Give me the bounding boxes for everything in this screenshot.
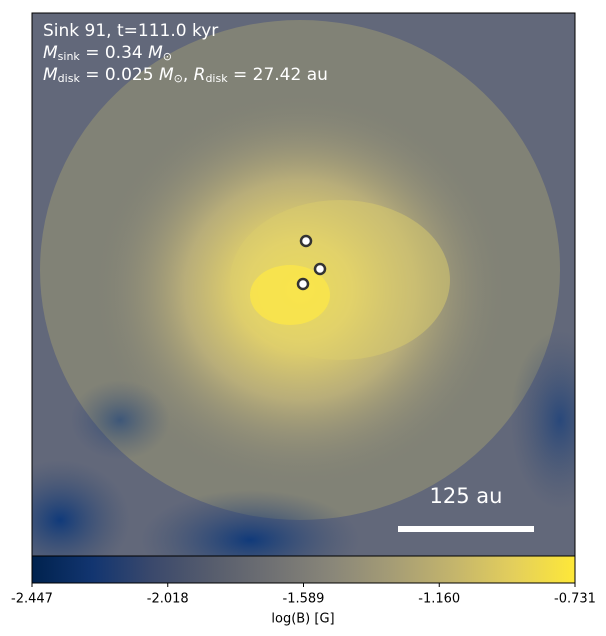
colorbar-label: log(B) [G] [271,612,334,627]
annotation-segment: = 0.025 [80,65,159,85]
annotation-segment: ⊙ [163,50,172,63]
annotation-segment: disk [205,72,228,85]
annotation-segment: disk [58,72,81,85]
annotation-segment: M [43,65,58,85]
colorbar-tick-label: -1.589 [283,592,325,607]
annotation-segment: sink [58,50,81,63]
colorbar-tick-label: -2.018 [147,592,189,607]
annotation-segment: R [194,65,206,85]
annotation-segment: M [43,43,58,63]
annotation-segment: M [148,43,163,63]
sink-marker [313,262,327,276]
annotation-segment: ⊙ [174,72,183,85]
annotation: Sink 91, t=111.0 kyr Msink = 0.34 M⊙ Mdisk… [43,21,328,85]
scale-bar-label: 125 au [430,484,503,508]
sink-marker [299,234,313,248]
sink-marker [296,277,310,291]
annotation-segment: = 0.34 [80,43,148,63]
field-image [32,13,575,556]
annotation-segment: = 27.42 au [228,65,328,85]
colorbar [31,555,576,584]
colorbar-tick-label: -0.731 [554,592,596,607]
annotation-segment: M [159,65,174,85]
annotation-segment: Sink 91, t=111.0 kyr [43,21,218,41]
colorbar-tick-label: -1.160 [418,592,460,607]
colorbar-tick-label: -2.447 [11,592,53,607]
annotation-segment: , [183,65,194,85]
sinks [296,234,327,291]
